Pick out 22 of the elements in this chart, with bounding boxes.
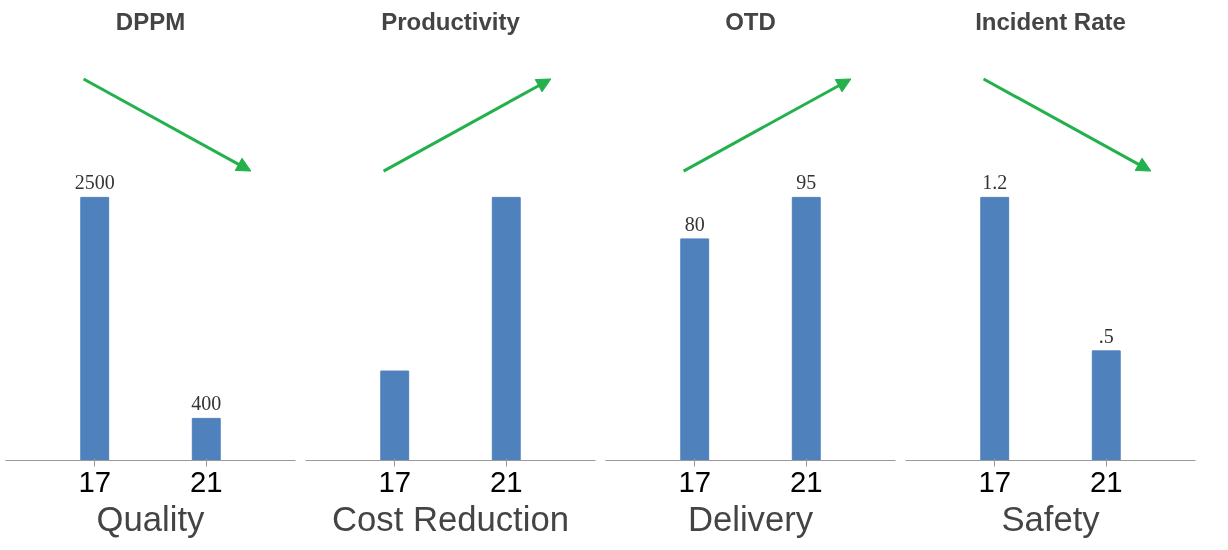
data-label: 400 <box>191 392 222 415</box>
x-axis-title: Quality <box>96 499 206 538</box>
data-label: .5 <box>1098 324 1114 347</box>
x-axis-title: Delivery <box>687 499 814 538</box>
data-label: 95 <box>796 171 817 194</box>
x-tick-label: 17 <box>378 464 412 498</box>
x-tick-label: 17 <box>678 464 712 498</box>
x-tick-label: 21 <box>789 464 823 498</box>
x-tick-label: 17 <box>978 464 1012 498</box>
data-label: 1.2 <box>982 171 1008 194</box>
chart-title: Productivity <box>381 7 521 35</box>
data-label: 2500 <box>74 171 115 194</box>
chart-title: Incident Rate <box>975 7 1126 35</box>
x-tick-label: 21 <box>1089 464 1123 498</box>
x-tick-label: 21 <box>189 464 223 498</box>
x-tick-label: 21 <box>489 464 523 498</box>
chart-title: DPPM <box>115 7 186 35</box>
data-label: 80 <box>684 212 705 235</box>
x-axis-title: Cost Reduction <box>332 499 569 538</box>
x-axis-title: Safety <box>1001 499 1101 538</box>
x-tick-label: 17 <box>78 464 112 498</box>
chart-title: OTD <box>725 7 776 35</box>
